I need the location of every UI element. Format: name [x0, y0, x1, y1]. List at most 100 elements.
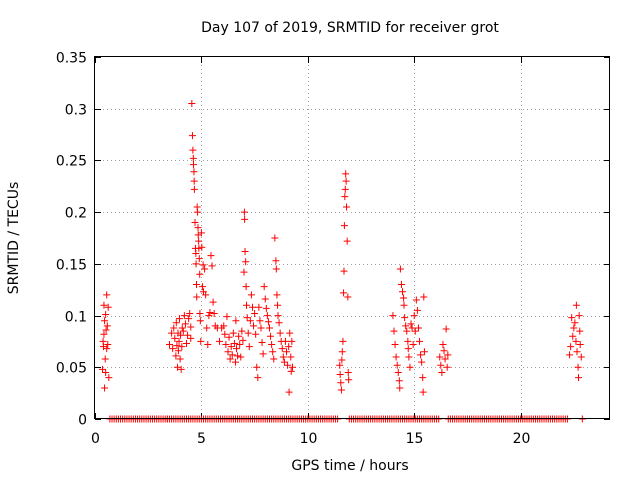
data-point [243, 314, 251, 322]
data-point [257, 324, 265, 332]
data-point [570, 324, 578, 332]
data-point [405, 353, 413, 361]
data-point [419, 374, 427, 382]
data-point [273, 291, 281, 299]
data-point [576, 341, 584, 349]
data-point [187, 334, 195, 342]
data-point [234, 352, 242, 360]
data-point [274, 301, 282, 309]
data-point [191, 218, 199, 226]
data-point [195, 255, 203, 263]
data-point [285, 343, 293, 351]
data-point [251, 310, 259, 318]
data-point [170, 324, 178, 332]
x-tick-label: 5 [197, 431, 206, 447]
data-point [203, 324, 211, 332]
data-point [408, 324, 416, 332]
data-point [102, 368, 110, 376]
data-point [175, 315, 183, 323]
data-point [576, 327, 584, 335]
data-point [248, 303, 256, 311]
data-point [345, 376, 353, 384]
data-point [390, 327, 398, 335]
data-point [287, 353, 295, 361]
data-point [275, 319, 283, 327]
data-point [572, 301, 580, 309]
data-point [414, 324, 422, 332]
data-point [172, 319, 180, 327]
data-point [220, 322, 228, 330]
data-point [391, 341, 399, 349]
data-point [193, 293, 201, 301]
data-point [187, 323, 195, 331]
data-point [195, 237, 203, 245]
data-point [178, 343, 186, 351]
data-point [274, 312, 282, 320]
data-point [209, 298, 217, 306]
y-tick-label: 0.3 [65, 103, 87, 119]
data-point [393, 361, 401, 369]
data-point [337, 379, 345, 387]
y-tick-label: 0.25 [56, 154, 87, 170]
data-point [575, 312, 583, 320]
data-point [270, 355, 278, 363]
data-point [287, 367, 295, 375]
data-point [444, 351, 452, 359]
data-point [400, 301, 408, 309]
y-axis-label: SRMTID / TECUs [6, 182, 22, 295]
data-point [264, 318, 272, 326]
data-point [441, 355, 449, 363]
data-point [271, 234, 279, 242]
data-point [288, 337, 296, 345]
data-point [397, 281, 405, 289]
data-point [240, 208, 248, 216]
data-point [246, 317, 254, 325]
data-point [168, 329, 176, 337]
data-point [574, 363, 582, 371]
data-point [241, 215, 249, 223]
axes-layer: 0 0.05 0.1 0.15 0.2 0.25 0.3 0.35 0 5 10 15 20 [56, 51, 610, 447]
data-point [389, 312, 397, 320]
data-point [239, 336, 247, 344]
data-point [189, 154, 197, 162]
data-point [103, 345, 111, 353]
data-point [253, 363, 261, 371]
data-point [188, 132, 196, 140]
data-point [261, 295, 269, 303]
data-point [342, 177, 350, 185]
y-tick-label: 0.05 [56, 361, 87, 377]
data-point [572, 337, 580, 345]
data-point [285, 388, 293, 396]
data-point [193, 281, 201, 289]
x-tick-label: 15 [406, 431, 424, 447]
data-point [336, 361, 344, 369]
data-point [394, 368, 402, 376]
data-point [392, 353, 400, 361]
data-point [266, 324, 274, 332]
data-point [190, 161, 198, 169]
data-point [267, 332, 275, 340]
data-point [436, 353, 444, 361]
data-point [411, 327, 419, 335]
data-point [190, 177, 198, 185]
data-point [247, 291, 255, 299]
data-point [254, 374, 262, 382]
y-tick-label: 0.1 [65, 310, 87, 326]
data-point [400, 294, 408, 302]
data-point [575, 374, 583, 382]
data-point [340, 222, 348, 230]
data-point [102, 311, 110, 319]
data-point [101, 317, 109, 325]
data-point [252, 330, 260, 338]
data-point [165, 341, 173, 349]
data-point [338, 356, 346, 364]
data-point [395, 377, 403, 385]
data-point [178, 324, 186, 332]
data-point [206, 308, 214, 316]
data-point [404, 337, 412, 345]
data-point [278, 345, 286, 353]
data-point [172, 352, 180, 360]
x-tick-label: 20 [513, 431, 531, 447]
data-point [208, 262, 216, 270]
